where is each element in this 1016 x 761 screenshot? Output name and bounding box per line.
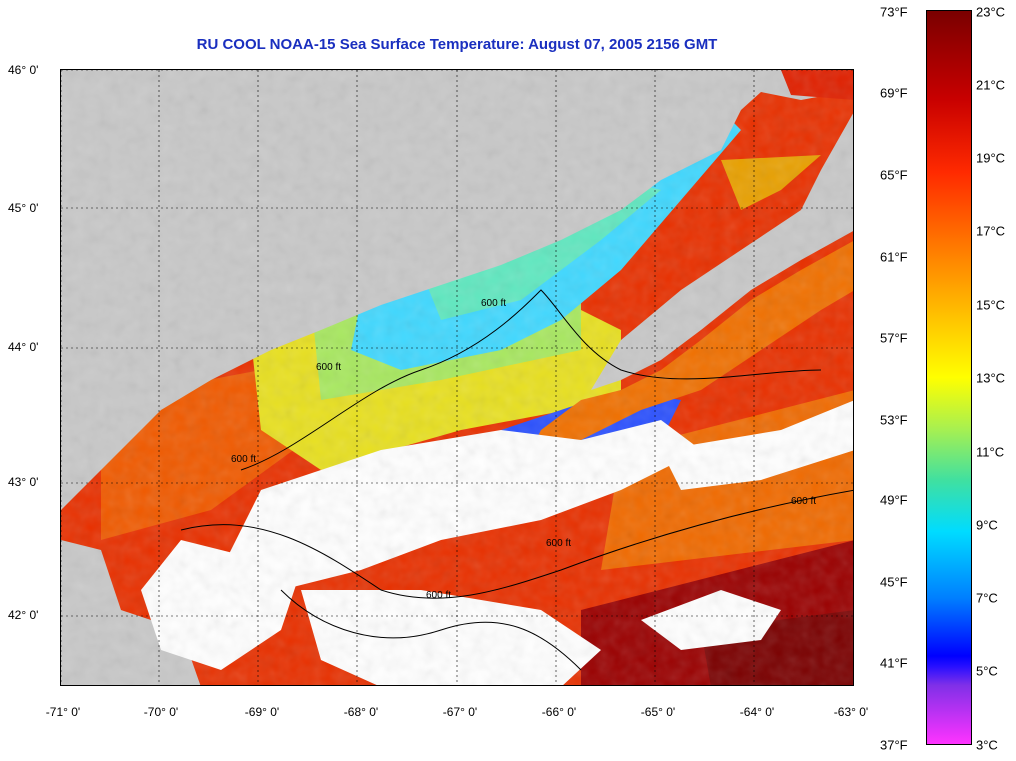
lon-label: -67° 0' [442, 705, 478, 719]
sst-map-canvas: 600 ft 600 ft 600 ft 600 ft 600 ft 600 f… [61, 70, 853, 685]
colorbar-c-label: 23°C [976, 4, 1006, 20]
contour-label: 600 ft [316, 362, 341, 373]
colorbar-f-label: 41°F [880, 655, 908, 671]
lon-label: -64° 0' [739, 705, 775, 719]
colorbar-c-label: 21°C [976, 77, 1006, 93]
contour-label: 600 ft [426, 590, 451, 601]
colorbar-c-label: 17°C [976, 223, 1006, 239]
lat-label: 46° 0' [8, 63, 39, 77]
colorbar-c-label: 9°C [976, 517, 998, 533]
colorbar-c-label: 3°C [976, 737, 998, 753]
colorbar-c-label: 19°C [976, 150, 1006, 166]
contour-label: 600 ft [231, 454, 256, 465]
depth-contour-600ft [280, 589, 582, 671]
graticule [61, 70, 853, 685]
contour-label: 600 ft [546, 538, 571, 549]
lon-label: -66° 0' [541, 705, 577, 719]
colorbar-c-label: 11°C [976, 444, 1005, 460]
colorbar-f-label: 61°F [880, 249, 908, 265]
colorbar-f-label: 57°F [880, 330, 908, 346]
lat-label: 42° 0' [8, 608, 39, 622]
sst-texture [61, 70, 853, 685]
lon-label: -69° 0' [244, 705, 280, 719]
colorbar-f-label: 37°F [880, 737, 908, 753]
depth-contour-600ft [240, 289, 822, 471]
contour-label: 600 ft [481, 298, 506, 309]
lat-label: 43° 0' [8, 475, 39, 489]
colorbar-c-label: 13°C [976, 370, 1006, 386]
lon-label: -70° 0' [143, 705, 179, 719]
sst-map[interactable]: 600 ft 600 ft 600 ft 600 ft 600 ft 600 f… [60, 69, 854, 686]
colorbar-f-label: 49°F [880, 492, 908, 508]
lon-label: -68° 0' [343, 705, 379, 719]
colorbar-f-label: 53°F [880, 412, 908, 428]
colorbar-f-label: 65°F [880, 167, 908, 183]
colorbar-f-label: 69°F [880, 85, 908, 101]
lon-label: -65° 0' [640, 705, 676, 719]
lon-label: -71° 0' [45, 705, 81, 719]
chart-title: RU COOL NOAA-15 Sea Surface Temperature:… [196, 36, 718, 53]
colorbar-c-label: 7°C [976, 590, 998, 606]
colorbar-c-label: 15°C [976, 297, 1006, 313]
contour-label: 600 ft [791, 496, 816, 507]
colorbar-f-label: 45°F [880, 574, 908, 590]
colorbar-c-label: 5°C [976, 663, 998, 679]
depth-contour-600ft [180, 489, 853, 599]
lon-label: -63° 0' [833, 705, 869, 719]
lat-label: 45° 0' [8, 201, 39, 215]
colorbar-f-label: 73°F [880, 4, 908, 20]
lat-label: 44° 0' [8, 340, 39, 354]
temperature-colorbar [926, 10, 972, 745]
